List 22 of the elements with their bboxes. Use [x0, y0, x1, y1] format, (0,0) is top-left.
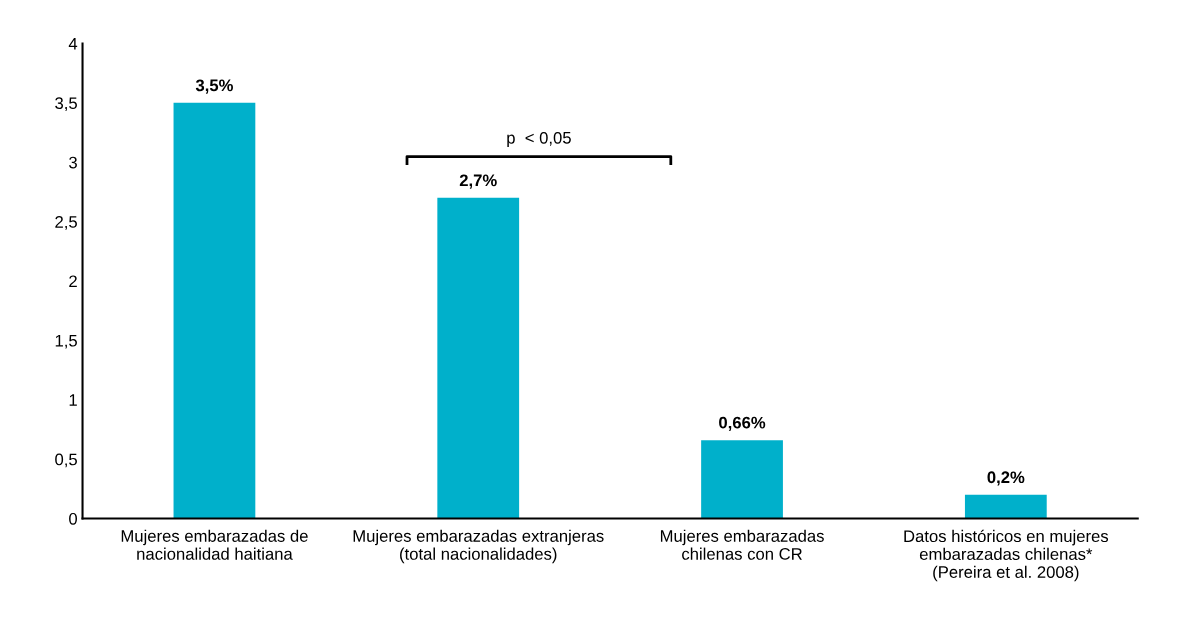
x-tick-label: Mujeres embarazadas extranjeras (total nacionalidades) [353, 529, 604, 564]
data-label: 2,7% [459, 174, 497, 189]
y-tick-label: 3 [69, 156, 77, 169]
y-tick-label: 4 [68, 38, 78, 50]
data-label: 3,5% [195, 79, 233, 94]
y-tick-label: 0,5 [55, 453, 77, 468]
y-tick-label: 2 [69, 275, 77, 288]
bar [701, 440, 783, 519]
bar [964, 494, 1047, 519]
annotation: p < 0,05 [507, 131, 571, 148]
y-tick-label: 0 [69, 512, 78, 525]
y-tick-label: 2,5 [55, 216, 77, 230]
y-tick-label: 1 [69, 394, 77, 406]
data-label: 0,2% [987, 471, 1025, 486]
bar [173, 102, 256, 519]
y-tick-label: 1,5 [55, 334, 77, 349]
data-label: 0,66% [719, 416, 766, 431]
x-tick-label: Datos históricos en mujeres embarazadas chilenas* (Pereira et al. 2008) [904, 529, 1109, 582]
y-tick-label: 3,5 [55, 97, 77, 112]
x-tick-label: Mujeres embarazadas de nacionalidad haitiana [121, 529, 308, 560]
x-tick-label: Mujeres embarazadas chilenas con CR [660, 529, 824, 560]
bar [437, 197, 520, 519]
